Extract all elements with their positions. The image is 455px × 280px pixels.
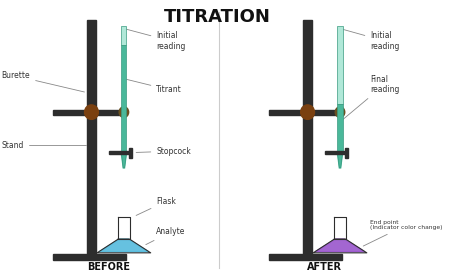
Bar xyxy=(120,151,129,155)
Ellipse shape xyxy=(301,105,314,119)
Bar xyxy=(269,254,342,260)
Text: Final
reading: Final reading xyxy=(342,74,399,120)
Text: Analyte: Analyte xyxy=(146,227,186,245)
Bar xyxy=(336,151,345,155)
Polygon shape xyxy=(338,153,343,168)
Polygon shape xyxy=(315,239,364,252)
Bar xyxy=(109,151,120,155)
Text: Flask: Flask xyxy=(136,197,176,215)
Text: Titrant: Titrant xyxy=(126,79,182,94)
Text: Initial
reading: Initial reading xyxy=(343,29,399,51)
Text: Stand: Stand xyxy=(1,141,86,150)
Text: BEFORE: BEFORE xyxy=(87,262,130,272)
Text: Stopcock: Stopcock xyxy=(136,147,191,156)
Text: Burette: Burette xyxy=(1,71,85,92)
Text: TITRATION: TITRATION xyxy=(163,8,270,26)
Ellipse shape xyxy=(119,107,129,117)
Text: AFTER: AFTER xyxy=(308,262,342,272)
Text: End point
(Indicator color change): End point (Indicator color change) xyxy=(363,220,443,246)
Bar xyxy=(325,151,336,155)
Bar xyxy=(53,110,122,115)
Bar xyxy=(338,104,343,153)
Polygon shape xyxy=(99,239,148,252)
Ellipse shape xyxy=(335,107,345,117)
Bar xyxy=(121,26,126,45)
Bar xyxy=(87,20,96,254)
Bar xyxy=(269,110,338,115)
Text: Initial
reading: Initial reading xyxy=(126,29,186,51)
Bar xyxy=(303,20,312,254)
Bar xyxy=(345,148,348,158)
Bar xyxy=(129,148,132,158)
Bar xyxy=(121,45,126,153)
Bar xyxy=(53,254,126,260)
Bar xyxy=(338,26,343,104)
Polygon shape xyxy=(121,153,126,168)
Ellipse shape xyxy=(85,105,98,119)
